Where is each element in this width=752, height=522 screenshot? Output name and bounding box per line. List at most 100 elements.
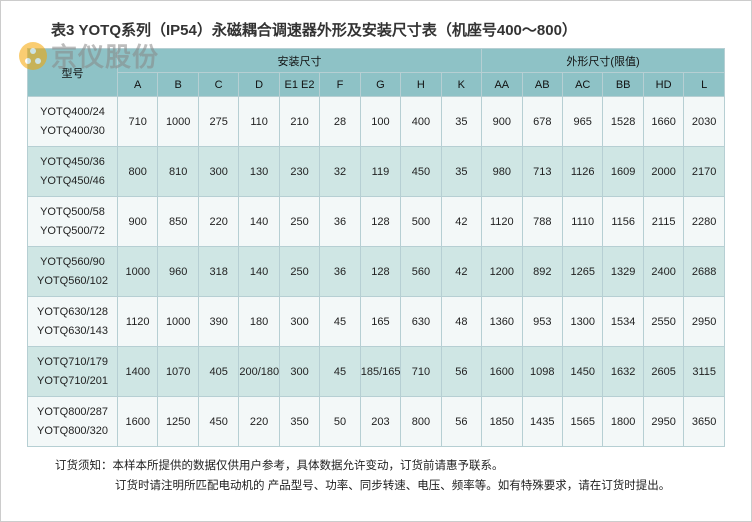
column-header: AB: [522, 73, 562, 97]
table-header: 型号 安装尺寸 外形尺寸(限值) ABCDE1 E2FGHKAAABACBBHD…: [28, 49, 725, 97]
column-header: K: [441, 73, 481, 97]
data-cell: 2950: [643, 397, 683, 447]
data-cell: 810: [158, 147, 198, 197]
data-cell: 130: [239, 147, 279, 197]
data-cell: 1850: [482, 397, 522, 447]
data-cell: 3115: [684, 347, 725, 397]
data-cell: 850: [158, 197, 198, 247]
data-cell: 678: [522, 97, 562, 147]
data-cell: 250: [279, 247, 319, 297]
column-header: A: [118, 73, 158, 97]
data-cell: 900: [482, 97, 522, 147]
data-cell: 1098: [522, 347, 562, 397]
data-cell: 800: [118, 147, 158, 197]
data-cell: 788: [522, 197, 562, 247]
footnote: 订货须知：本样本所提供的数据仅供用户参考，具体数据允许变动，订货前请惠予联系。 …: [27, 457, 725, 496]
data-cell: 45: [320, 347, 360, 397]
data-cell: 892: [522, 247, 562, 297]
data-cell: 965: [562, 97, 602, 147]
data-cell: 450: [198, 397, 238, 447]
data-cell: 180: [239, 297, 279, 347]
data-cell: 2950: [684, 297, 725, 347]
table-row: YOTQ800/287YOTQ800/320160012504502203505…: [28, 397, 725, 447]
table-title: 表3 YOTQ系列（IP54）永磁耦合调速器外形及安装尺寸表（机座号400～80…: [27, 19, 725, 40]
data-cell: 450: [401, 147, 441, 197]
data-cell: 140: [239, 247, 279, 297]
column-header: D: [239, 73, 279, 97]
data-cell: 110: [239, 97, 279, 147]
data-cell: 405: [198, 347, 238, 397]
data-cell: 1329: [603, 247, 643, 297]
data-cell: 1435: [522, 397, 562, 447]
data-cell: 1000: [158, 297, 198, 347]
model-cell: YOTQ450/36YOTQ450/46: [28, 147, 118, 197]
data-cell: 45: [320, 297, 360, 347]
data-cell: 1250: [158, 397, 198, 447]
data-cell: 2550: [643, 297, 683, 347]
column-header: H: [401, 73, 441, 97]
data-cell: 960: [158, 247, 198, 297]
data-cell: 250: [279, 197, 319, 247]
data-cell: 100: [360, 97, 400, 147]
data-cell: 128: [360, 197, 400, 247]
data-cell: 1660: [643, 97, 683, 147]
data-cell: 300: [198, 147, 238, 197]
data-cell: 42: [441, 197, 481, 247]
column-header: B: [158, 73, 198, 97]
data-cell: 1300: [562, 297, 602, 347]
data-cell: 1450: [562, 347, 602, 397]
data-cell: 35: [441, 97, 481, 147]
table-row: YOTQ500/58YOTQ500/7290085022014025036128…: [28, 197, 725, 247]
column-header: F: [320, 73, 360, 97]
data-cell: 2688: [684, 247, 725, 297]
data-cell: 230: [279, 147, 319, 197]
table-row: YOTQ710/179YOTQ710/20114001070405200/180…: [28, 347, 725, 397]
column-header: E1 E2: [279, 73, 319, 97]
data-cell: 1360: [482, 297, 522, 347]
data-cell: 350: [279, 397, 319, 447]
data-cell: 1534: [603, 297, 643, 347]
data-cell: 119: [360, 147, 400, 197]
column-header: L: [684, 73, 725, 97]
data-cell: 630: [401, 297, 441, 347]
header-install-group: 安装尺寸: [118, 49, 482, 73]
data-cell: 2115: [643, 197, 683, 247]
data-cell: 318: [198, 247, 238, 297]
data-cell: 1600: [482, 347, 522, 397]
data-cell: 48: [441, 297, 481, 347]
data-cell: 1565: [562, 397, 602, 447]
table-row: YOTQ560/90YOTQ560/1021000960318140250361…: [28, 247, 725, 297]
column-header: BB: [603, 73, 643, 97]
data-cell: 3650: [684, 397, 725, 447]
data-cell: 220: [198, 197, 238, 247]
data-cell: 300: [279, 347, 319, 397]
model-cell: YOTQ630/128YOTQ630/143: [28, 297, 118, 347]
footnote-line2: 订货时请注明所匹配电动机的 产品型号、功率、同步转速、电压、频率等。如有特殊要求…: [55, 477, 725, 497]
footnote-line1: 订货须知：本样本所提供的数据仅供用户参考，具体数据允许变动，订货前请惠予联系。: [55, 460, 504, 472]
data-cell: 500: [401, 197, 441, 247]
data-cell: 128: [360, 247, 400, 297]
data-cell: 1156: [603, 197, 643, 247]
table-row: YOTQ400/24YOTQ400/3071010002751102102810…: [28, 97, 725, 147]
header-outline-group: 外形尺寸(限值): [482, 49, 725, 73]
data-cell: 953: [522, 297, 562, 347]
data-cell: 2280: [684, 197, 725, 247]
model-cell: YOTQ400/24YOTQ400/30: [28, 97, 118, 147]
data-cell: 1528: [603, 97, 643, 147]
data-cell: 203: [360, 397, 400, 447]
data-cell: 1609: [603, 147, 643, 197]
data-cell: 1120: [482, 197, 522, 247]
data-cell: 1400: [118, 347, 158, 397]
data-cell: 1600: [118, 397, 158, 447]
data-cell: 800: [401, 397, 441, 447]
data-cell: 35: [441, 147, 481, 197]
data-cell: 1000: [118, 247, 158, 297]
data-cell: 140: [239, 197, 279, 247]
header-model: 型号: [28, 49, 118, 97]
data-cell: 1070: [158, 347, 198, 397]
column-header: AA: [482, 73, 522, 97]
table-body: YOTQ400/24YOTQ400/3071010002751102102810…: [28, 97, 725, 447]
data-cell: 200/180: [239, 347, 279, 397]
data-cell: 1120: [118, 297, 158, 347]
data-cell: 210: [279, 97, 319, 147]
